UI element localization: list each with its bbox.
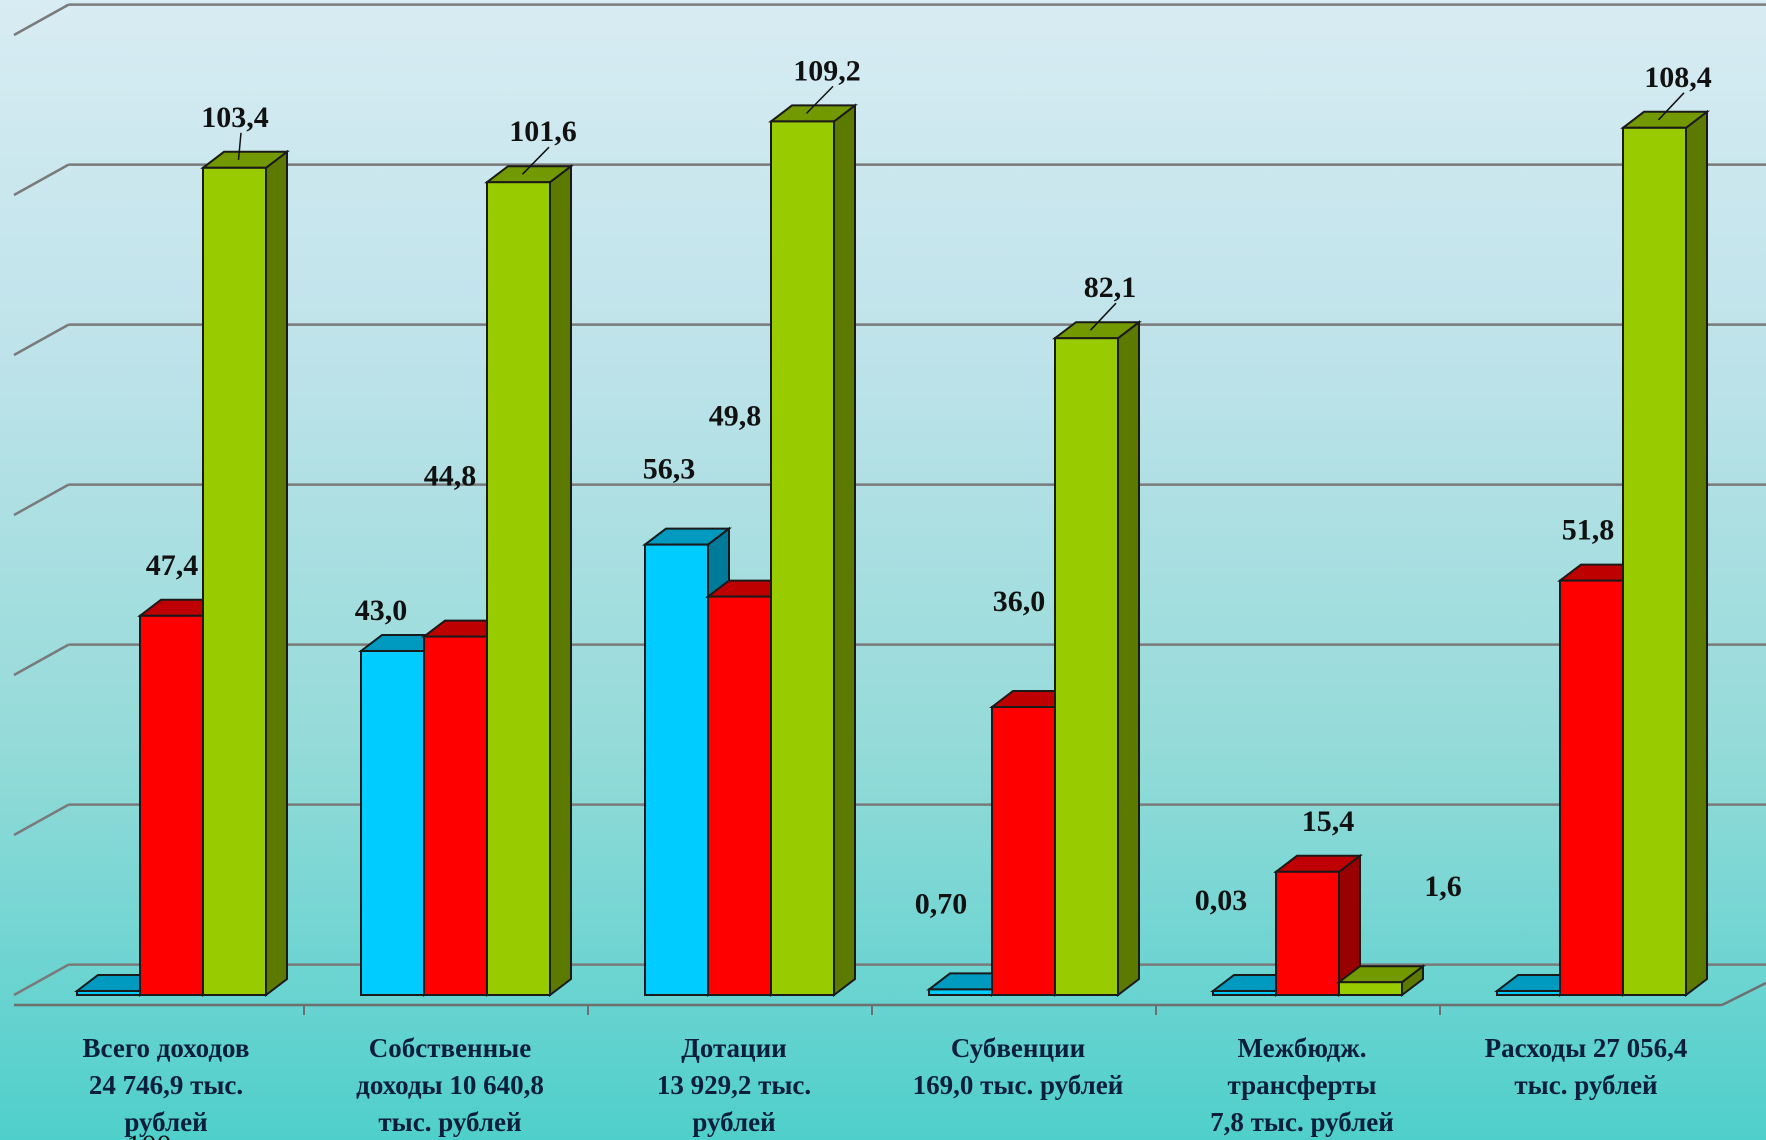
bar — [200, 149, 290, 998]
category-label: Субвенции 169,0 тыс. рублей — [913, 1033, 1124, 1100]
value-label: 36,0 — [993, 585, 1046, 618]
value-label: 109,2 — [793, 54, 861, 87]
gridline-side — [13, 643, 70, 677]
value-label: 108,4 — [1644, 61, 1712, 94]
value-label: 51,8 — [1562, 514, 1615, 547]
value-label: 43,0 — [355, 594, 408, 627]
label-leader — [1089, 302, 1117, 331]
gridline-side — [13, 963, 70, 997]
value-label: 101,6 — [509, 115, 577, 148]
bar — [1273, 853, 1363, 998]
category-label: Расходы 27 056,4 тыс. рублей — [1485, 1033, 1688, 1100]
category-labels: Всего доходов 24 746,9 тыс. рублей Собствен… — [83, 1033, 1688, 1137]
label-leader — [237, 132, 242, 160]
gridline-side — [13, 323, 70, 357]
gridline-side — [13, 163, 70, 197]
value-label: 0,70 — [915, 887, 968, 920]
value-label: 82,1 — [1084, 271, 1137, 304]
bars — [74, 103, 1710, 998]
gridlines — [13, 3, 1766, 1015]
value-label: 1,6 — [1424, 870, 1462, 903]
label-leader — [805, 85, 834, 114]
value-label: 100 — [127, 1129, 172, 1140]
value-labels: 100 47,4 103,4 43,0 44,8 101,6 56,3 49,8 109,2 0,… — [127, 54, 1712, 1140]
bar — [1336, 964, 1426, 998]
value-label: 15,4 — [1302, 805, 1355, 838]
bar — [768, 103, 858, 998]
gridline-side — [13, 803, 70, 837]
value-label: 56,3 — [643, 453, 696, 486]
bar — [1052, 320, 1142, 998]
label-leader — [521, 146, 550, 175]
gridline-side — [13, 483, 70, 517]
value-label: 49,8 — [709, 400, 762, 433]
category-label: Собственные доходы 10 640,8 тыс. рублей — [356, 1033, 544, 1137]
category-label: Межбюдж. трансферты 7,8 тыс. рублей — [1210, 1033, 1394, 1137]
label-leader — [1657, 92, 1685, 121]
value-label: 103,4 — [201, 101, 269, 134]
floor-edge-side — [1721, 981, 1766, 1007]
category-label: Дотации 13 929,2 тыс. рублей — [657, 1033, 811, 1137]
value-label: 44,8 — [424, 460, 477, 493]
gridline-side — [13, 3, 70, 37]
category-label: Всего доходов 24 746,9 тыс. рублей — [83, 1033, 250, 1137]
bar — [1620, 109, 1710, 998]
bar — [484, 164, 574, 998]
value-label: 47,4 — [146, 549, 199, 582]
value-label: 0,03 — [1195, 884, 1248, 917]
